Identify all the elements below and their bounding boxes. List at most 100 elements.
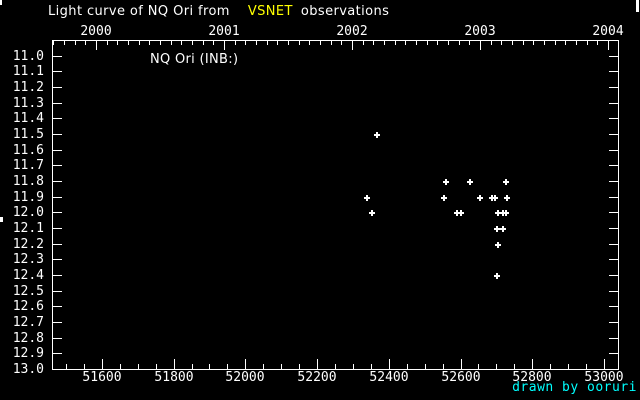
top-axis-minor-tick — [341, 41, 342, 45]
top-axis-year-label: 2002 — [336, 24, 368, 39]
y-axis-tick-label: 12.3 — [12, 252, 44, 267]
top-axis-minor-tick — [192, 41, 193, 45]
x-axis-minor-tick — [550, 364, 551, 369]
y-axis-right-tick — [609, 306, 618, 307]
x-axis-major-tick — [461, 359, 462, 369]
x-axis-tick-label: 51600 — [82, 370, 122, 385]
data-point-marker — [467, 179, 473, 185]
y-axis-tick-label: 11.8 — [12, 174, 44, 189]
top-axis-minor-tick — [245, 41, 246, 45]
star-label: NQ Ori (INB:) — [150, 52, 239, 67]
y-axis-right-tick — [609, 322, 618, 323]
y-axis-tick-label: 12.2 — [12, 237, 44, 252]
top-axis-minor-tick — [277, 41, 278, 45]
x-axis-major-tick — [245, 359, 246, 369]
y-axis-right-tick — [609, 87, 618, 88]
y-axis-left-tick — [53, 103, 62, 104]
y-axis-tick-label: 13.0 — [12, 362, 44, 377]
chart-title-prefix: Light curve of NQ Ori from — [48, 4, 230, 19]
top-axis-minor-tick — [565, 41, 566, 45]
y-axis-left-tick — [53, 118, 62, 119]
data-point-marker — [443, 179, 449, 185]
screen-artifact-top-left — [0, 0, 2, 5]
y-axis-right-tick — [609, 212, 618, 213]
top-axis-minor-tick — [576, 41, 577, 45]
x-axis-minor-tick — [514, 364, 515, 369]
data-point-marker — [458, 210, 464, 216]
top-axis-minor-tick — [459, 41, 460, 45]
top-axis-year-tick — [96, 41, 97, 50]
y-axis-left-tick — [53, 87, 62, 88]
data-point-marker — [369, 210, 375, 216]
x-axis-tick-label: 52000 — [225, 370, 265, 385]
y-axis-tick-label: 11.6 — [12, 143, 44, 158]
y-axis-left-tick — [53, 165, 62, 166]
x-axis-minor-tick — [84, 364, 85, 369]
y-axis-tick-label: 11.7 — [12, 158, 44, 173]
x-axis-tick-label: 52800 — [512, 370, 552, 385]
top-axis-minor-tick — [491, 41, 492, 45]
top-axis-year-tick — [224, 41, 225, 50]
top-axis-minor-tick — [427, 41, 428, 45]
y-axis-left-tick — [53, 197, 62, 198]
x-axis-minor-tick — [66, 364, 67, 369]
data-point-marker — [495, 242, 501, 248]
top-axis-minor-tick — [373, 41, 374, 45]
x-axis-minor-tick — [192, 364, 193, 369]
top-axis-minor-tick — [384, 41, 385, 45]
y-axis-left-tick — [53, 212, 62, 213]
x-axis-minor-tick — [371, 364, 372, 369]
top-axis-minor-tick — [213, 41, 214, 45]
y-axis-right-tick — [609, 165, 618, 166]
screen-artifact-left-edge — [0, 217, 3, 222]
x-axis-minor-tick — [138, 364, 139, 369]
top-axis-minor-tick — [309, 41, 310, 45]
y-axis-left-tick — [53, 244, 62, 245]
y-axis-tick-label: 11.1 — [12, 64, 44, 79]
top-axis-minor-tick — [117, 41, 118, 45]
y-axis-left-tick — [53, 181, 62, 182]
x-axis-tick-label: 52600 — [441, 370, 481, 385]
top-axis-minor-tick — [395, 41, 396, 45]
top-axis-minor-tick — [203, 41, 204, 45]
top-axis-minor-tick — [75, 41, 76, 45]
x-axis-minor-tick — [496, 364, 497, 369]
y-axis-tick-label: 12.0 — [12, 205, 44, 220]
top-axis-minor-tick — [299, 41, 300, 45]
top-axis-year-label: 2004 — [592, 24, 624, 39]
y-axis-left-tick — [53, 259, 62, 260]
data-point-marker — [441, 195, 447, 201]
y-axis-tick-label: 11.2 — [12, 80, 44, 95]
top-axis-minor-tick — [160, 41, 161, 45]
vsnet-link[interactable]: VSNET — [247, 4, 293, 19]
top-axis-minor-tick — [139, 41, 140, 45]
data-point-marker — [503, 210, 509, 216]
data-point-marker — [500, 226, 506, 232]
data-point-marker — [494, 226, 500, 232]
top-axis-minor-tick — [267, 41, 268, 45]
x-axis-minor-tick — [407, 364, 408, 369]
x-axis-major-tick — [604, 359, 605, 369]
y-axis-right-tick — [609, 118, 618, 119]
y-axis-left-tick — [53, 228, 62, 229]
y-axis-right-tick — [609, 338, 618, 339]
top-axis-minor-tick — [448, 41, 449, 45]
y-axis-tick-label: 12.7 — [12, 315, 44, 330]
y-axis-left-tick — [53, 275, 62, 276]
top-axis-year-tick — [480, 41, 481, 50]
top-axis-minor-tick — [128, 41, 129, 45]
top-axis-minor-tick — [416, 41, 417, 45]
y-axis-right-tick — [609, 71, 618, 72]
y-axis-tick-label: 11.0 — [12, 49, 44, 64]
top-axis-minor-tick — [437, 41, 438, 45]
y-axis-left-tick — [53, 56, 62, 57]
data-point-marker — [494, 273, 500, 279]
screen-artifact-top-right — [636, 0, 639, 12]
y-axis-left-tick — [53, 306, 62, 307]
y-axis-left-tick — [53, 71, 62, 72]
y-axis-left-tick — [53, 338, 62, 339]
top-axis-minor-tick — [331, 41, 332, 45]
y-axis-right-tick — [609, 103, 618, 104]
top-axis-year-tick — [352, 41, 353, 50]
